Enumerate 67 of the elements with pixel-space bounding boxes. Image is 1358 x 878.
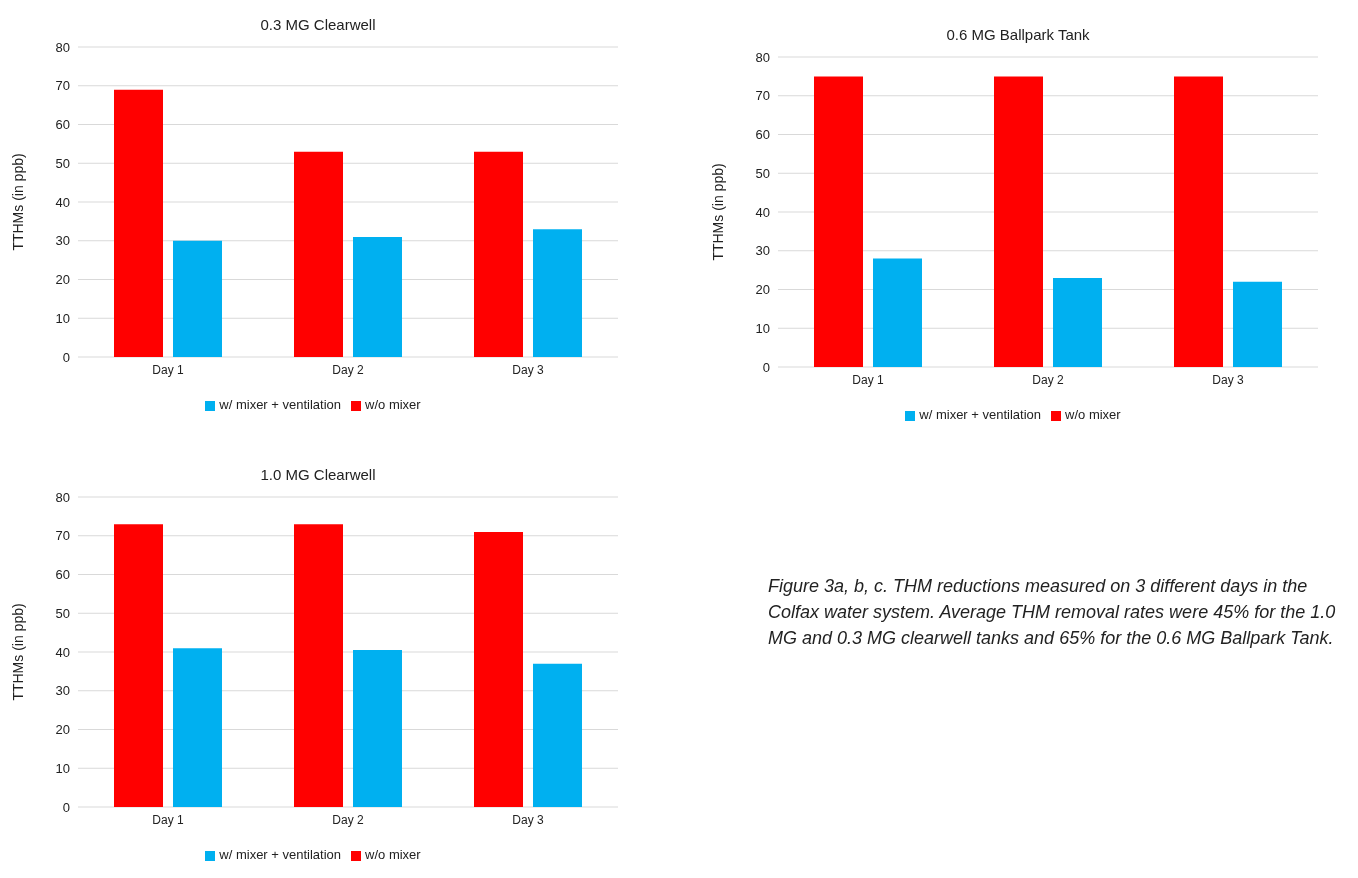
y-tick-label: 40 <box>55 644 70 660</box>
bar <box>353 236 402 357</box>
legend-label: w/o mixer <box>365 847 421 862</box>
y-tick-label: 0 <box>62 799 70 815</box>
y-tick-label: 50 <box>55 605 70 621</box>
y-tick-label: 50 <box>755 165 770 181</box>
y-tick-label: 60 <box>55 567 70 583</box>
y-tick-label: 40 <box>755 204 770 220</box>
y-tick-label: 30 <box>755 243 770 259</box>
x-tick-label: Day 2 <box>332 362 364 377</box>
y-tick-label: 10 <box>55 760 70 776</box>
y-tick-label: 60 <box>55 117 70 133</box>
y-tick-label: 20 <box>755 282 770 298</box>
x-tick-label: Day 3 <box>512 812 544 827</box>
y-tick-label: 10 <box>55 310 70 326</box>
bar <box>873 258 922 367</box>
y-tick-label: 70 <box>55 78 70 94</box>
bar <box>1233 281 1282 367</box>
x-tick-label: Day 3 <box>512 362 544 377</box>
bar <box>173 648 222 807</box>
y-tick-label: 20 <box>55 722 70 738</box>
y-tick-label: 70 <box>755 88 770 104</box>
y-tick-label: 30 <box>55 233 70 249</box>
x-tick-label: Day 1 <box>152 362 184 377</box>
legend-label: w/ mixer + ventilation <box>219 847 342 862</box>
legend-label: w/o mixer <box>365 397 421 412</box>
x-tick-label: Day 1 <box>852 372 884 387</box>
y-tick-label: 80 <box>55 39 70 55</box>
chart-title: 0.3 MG Clearwell <box>259 16 377 33</box>
bar <box>294 151 343 357</box>
x-tick-label: Day 1 <box>152 812 184 827</box>
y-tick-label: 0 <box>762 359 770 375</box>
y-tick-label: 60 <box>755 127 770 143</box>
bar <box>474 151 523 357</box>
legend-label: w/ mixer + ventilation <box>919 407 1042 422</box>
x-tick-label: Day 2 <box>332 812 364 827</box>
y-tick-label: 80 <box>755 49 770 65</box>
chart-title: 1.0 MG Clearwell <box>259 466 377 483</box>
caption: Figure 3a, b, c. THM reductions measured on 3 different days in the Colfax water system. Average THM removal rates were 45% for the 1.0 MG and 0.3 MG clearwell tanks and 65% for the 0.6 MG Ballpark Tank. <box>768 575 1337 650</box>
bar <box>814 76 863 367</box>
y-tick-label: 80 <box>55 489 70 505</box>
x-tick-label: Day 3 <box>1212 372 1244 387</box>
bar <box>294 524 343 807</box>
bar <box>1174 76 1223 367</box>
x-tick-label: Day 2 <box>1032 372 1064 387</box>
legend-label: w/o mixer <box>1065 407 1121 422</box>
bar <box>114 524 163 807</box>
y-tick-label: 0 <box>62 349 70 365</box>
y-tick-label: 30 <box>55 683 70 699</box>
bar <box>114 89 163 357</box>
y-tick-label: 50 <box>55 155 70 171</box>
y-axis-title: TTHMs (in ppb) <box>9 603 26 701</box>
bar <box>1053 277 1102 367</box>
bar <box>353 650 402 807</box>
chart-title: 0.6 MG Ballpark Tank <box>945 26 1091 43</box>
bar <box>474 531 523 807</box>
bar <box>994 76 1043 367</box>
bar <box>533 229 582 357</box>
bar <box>533 663 582 807</box>
legend-label: w/ mixer + ventilation <box>219 397 342 412</box>
y-tick-label: 70 <box>55 528 70 544</box>
y-tick-label: 10 <box>755 320 770 336</box>
y-tick-label: 40 <box>55 194 70 210</box>
y-axis-title: TTHMs (in ppb) <box>709 163 726 261</box>
bar <box>173 240 222 357</box>
y-axis-title: TTHMs (in ppb) <box>9 153 26 251</box>
y-tick-label: 20 <box>55 272 70 288</box>
